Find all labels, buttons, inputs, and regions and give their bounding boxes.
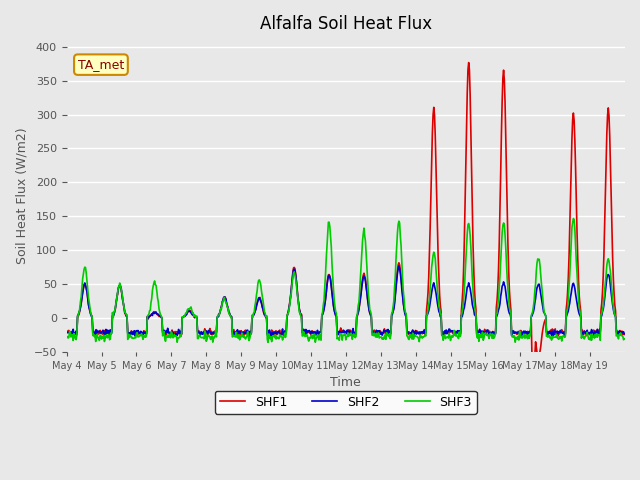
- SHF1: [534, 356, 542, 361]
- SHF2: [404, 329, 412, 335]
- Line: SHF3: SHF3: [67, 218, 624, 342]
- SHF2: [620, 331, 628, 336]
- SHF1: [403, 329, 411, 335]
- SHF1: [280, 330, 287, 336]
- SHF2: [561, 334, 568, 340]
- SHF3: [280, 334, 288, 340]
- SHF2: [63, 330, 70, 336]
- SHF3: [435, 303, 443, 309]
- SHF2: [231, 332, 239, 338]
- SHF2: [128, 329, 136, 335]
- Y-axis label: Soil Heat Flux (W/m2): Soil Heat Flux (W/m2): [15, 128, 28, 264]
- SHF1: [128, 330, 136, 336]
- SHF1: [231, 331, 239, 337]
- Line: SHF1: SHF1: [67, 62, 624, 359]
- SHF3: [231, 334, 239, 339]
- Line: SHF2: SHF2: [67, 266, 624, 337]
- SHF3: [404, 334, 412, 339]
- SHF2: [395, 263, 403, 269]
- SHF2: [280, 332, 287, 338]
- Legend: SHF1, SHF2, SHF3: SHF1, SHF2, SHF3: [215, 391, 477, 414]
- SHF3: [128, 336, 136, 341]
- SHF3: [63, 334, 70, 339]
- SHF2: [259, 304, 266, 310]
- Text: TA_met: TA_met: [78, 58, 124, 71]
- SHF3: [570, 216, 577, 221]
- Title: Alfalfa Soil Heat Flux: Alfalfa Soil Heat Flux: [260, 15, 432, 33]
- SHF1: [435, 254, 442, 260]
- SHF1: [259, 302, 266, 308]
- SHF1: [465, 60, 472, 65]
- SHF1: [63, 329, 70, 335]
- SHF1: [620, 332, 628, 337]
- SHF3: [264, 339, 272, 345]
- SHF2: [435, 309, 443, 314]
- SHF3: [259, 292, 266, 298]
- SHF3: [620, 336, 628, 342]
- X-axis label: Time: Time: [330, 376, 361, 389]
